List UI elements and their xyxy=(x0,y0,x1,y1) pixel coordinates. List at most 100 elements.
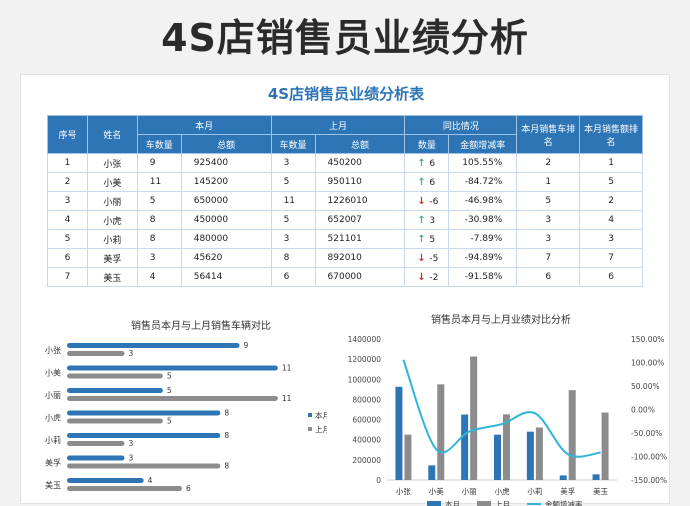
cell-no: 3 xyxy=(47,191,88,211)
cell-cr: 3 xyxy=(516,210,581,230)
x-tick-label: 美孚 xyxy=(560,486,575,496)
cell-cr: 1 xyxy=(516,172,581,192)
cell-name: 美孚 xyxy=(86,248,138,268)
y-tick-right: 0.00% xyxy=(631,406,655,415)
bar-this-month xyxy=(67,433,221,438)
data-label: 8 xyxy=(224,431,229,440)
cell-cr: 6 xyxy=(516,267,581,287)
category-label: 小张 xyxy=(45,346,61,355)
report-card: 4S店销售员业绩分析表 序号 姓名 本月 上月 同比情况 本月销售车排名 本月销… xyxy=(20,74,670,506)
cell-tl: 521101 xyxy=(314,229,406,249)
cell-ar: 5 xyxy=(579,172,643,192)
cell-cr: 2 xyxy=(516,153,581,173)
header-last-month: 上月 xyxy=(270,115,406,135)
data-label: 3 xyxy=(129,454,134,463)
cell-cm: 3 xyxy=(136,248,182,268)
bar-last-month xyxy=(67,373,163,379)
cell-ar: 6 xyxy=(579,267,643,287)
banner: 4S店销售员业绩分析 xyxy=(0,0,690,68)
cell-cl: 6 xyxy=(270,267,316,287)
data-label: 11 xyxy=(282,394,292,403)
cell-tm: 480000 xyxy=(180,229,272,249)
cell-cl: 3 xyxy=(270,153,316,173)
x-tick-label: 小张 xyxy=(396,487,411,496)
arrow-up-icon: ↑ xyxy=(417,214,426,226)
cell-rate: -94.89% xyxy=(448,248,518,268)
data-label: 11 xyxy=(282,364,292,373)
bar-this-month xyxy=(592,474,600,480)
x-tick-label: 美玉 xyxy=(593,486,609,496)
cell-tm: 56414 xyxy=(180,267,272,287)
legend-swatch xyxy=(308,427,312,431)
y-tick-right: -50.00% xyxy=(631,429,662,438)
bar-last-month xyxy=(67,351,125,356)
amount-chart: 0 200000 400000 600000 800000 1000000 1200000 1… xyxy=(348,335,667,506)
qty-value: -2 xyxy=(429,272,439,283)
y-tick-left: 1200000 xyxy=(348,355,382,364)
data-label: 6 xyxy=(186,484,191,493)
y-tick-left: 1400000 xyxy=(348,335,382,344)
cell-cm: 4 xyxy=(136,267,182,287)
y-tick-right: 100.00% xyxy=(631,359,664,368)
bar-this-month xyxy=(395,386,403,480)
cell-tm: 145200 xyxy=(180,172,272,192)
qty-value: 3 xyxy=(429,215,436,226)
bar-last-month xyxy=(470,356,478,480)
cell-cm: 9 xyxy=(136,153,182,173)
table-row: 4 小虎 8 450000 5 652007 ↑ 3 -30.98% 3 4 xyxy=(47,210,643,230)
header-yoy: 同比情况 xyxy=(404,115,518,135)
legend-entry: 金额增减率 xyxy=(545,499,583,506)
x-tick-label: 小虎 xyxy=(495,486,510,496)
y-tick-left: 0 xyxy=(376,476,381,485)
cell-ar: 4 xyxy=(579,210,643,230)
cell-cm: 8 xyxy=(136,229,182,249)
y-tick-left: 800000 xyxy=(352,395,381,404)
cell-name: 小莉 xyxy=(86,229,138,249)
cell-name: 小丽 xyxy=(86,191,138,211)
x-tick-label: 小美 xyxy=(429,486,444,496)
y-tick-right: 150.00% xyxy=(631,335,664,344)
cell-no: 2 xyxy=(47,172,88,192)
legend-entry: 本月 xyxy=(315,410,327,420)
bar-last-month xyxy=(67,463,221,469)
cell-ar: 1 xyxy=(579,153,643,173)
cell-qty: ↑ 5 xyxy=(404,229,450,249)
data-label: 8 xyxy=(224,409,229,418)
qty-value: 6 xyxy=(429,177,436,188)
bar-this-month xyxy=(526,431,534,480)
cell-tm: 450000 xyxy=(180,210,272,230)
table-row: 3 小丽 5 650000 11 1226010 ↓ -6 -46.98% 5 2 xyxy=(47,191,643,211)
cell-qty: ↑ 6 xyxy=(404,172,450,192)
table-row: 7 美玉 4 56414 6 670000 ↓ -2 -91.58% 6 6 xyxy=(47,267,643,287)
y-tick-right: -150.00% xyxy=(631,476,667,485)
growth-rate-line xyxy=(402,359,601,458)
cars-chart-title: 销售员本月与上月销售车辆对比 xyxy=(131,321,271,332)
header-growth: 金额增减率 xyxy=(448,134,518,154)
legend-swatch xyxy=(308,413,312,417)
performance-table: 序号 姓名 本月 上月 同比情况 本月销售车排名 本月销售额排名 车数量 总额 … xyxy=(47,115,643,287)
legend-entry: 本月 xyxy=(445,499,460,506)
y-tick-left: 400000 xyxy=(352,436,381,445)
arrow-down-icon: ↓ xyxy=(417,271,426,283)
cell-ar: 2 xyxy=(579,191,643,211)
category-label: 美孚 xyxy=(45,458,61,468)
y-tick-left: 200000 xyxy=(352,456,381,465)
cell-qty: ↑ 3 xyxy=(404,210,450,230)
table-row: 5 小莉 8 480000 3 521101 ↑ 5 -7.89% 3 3 xyxy=(47,229,643,249)
cell-name: 小张 xyxy=(86,153,138,173)
cell-tm: 650000 xyxy=(180,191,272,211)
data-label: 9 xyxy=(244,341,249,350)
arrow-down-icon: ↓ xyxy=(417,252,426,264)
header-name: 姓名 xyxy=(86,115,138,154)
y-tick-right: 50.00% xyxy=(631,382,660,391)
bar-this-month xyxy=(67,410,221,416)
arrow-up-icon: ↑ xyxy=(417,233,426,245)
data-label: 3 xyxy=(129,349,134,358)
cell-tl: 950110 xyxy=(314,172,406,192)
data-label: 5 xyxy=(167,372,172,381)
bar-this-month xyxy=(461,414,469,480)
cell-cm: 8 xyxy=(136,210,182,230)
category-label: 小虎 xyxy=(45,413,61,423)
cell-tl: 450200 xyxy=(314,153,406,173)
cell-no: 5 xyxy=(47,229,88,249)
